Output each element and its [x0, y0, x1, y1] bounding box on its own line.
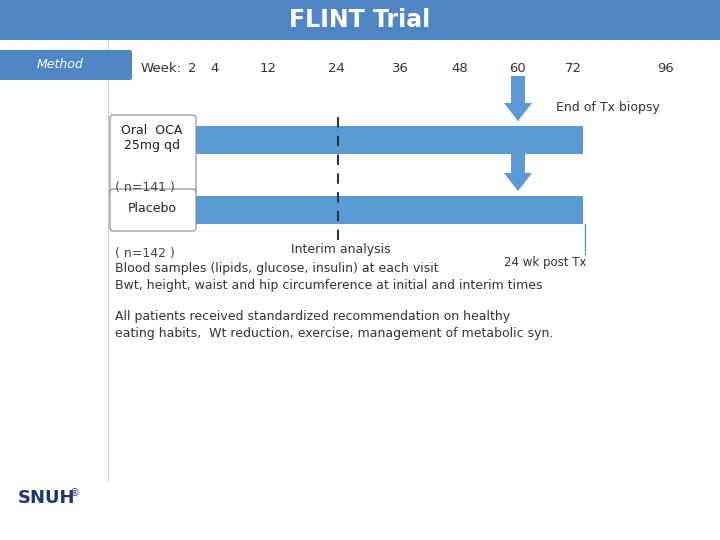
Bar	[0, 0, 720, 40]
Text: ( n=142 ): ( n=142 )	[115, 247, 175, 260]
Text: Week:: Week:	[141, 62, 182, 75]
Text: 48: 48	[451, 62, 469, 75]
Text: End of Tx biopsy: End of Tx biopsy	[556, 102, 660, 114]
Text: ®: ®	[70, 488, 80, 498]
Text: ( n=141 ): ( n=141 )	[115, 180, 175, 193]
FancyBboxPatch shape	[110, 189, 196, 231]
Text: Method: Method	[37, 58, 84, 71]
Text: 36: 36	[392, 62, 408, 75]
Text: 72: 72	[564, 62, 582, 75]
Text: 12: 12	[259, 62, 276, 75]
FancyBboxPatch shape	[0, 50, 132, 80]
Text: Blood samples (lipids, glucose, insulin) at each visit: Blood samples (lipids, glucose, insulin)…	[115, 262, 438, 275]
Text: All patients received standardized recommendation on healthy: All patients received standardized recom…	[115, 310, 510, 323]
Text: Bwt, height, waist and hip circumference at initial and interim times: Bwt, height, waist and hip circumference…	[115, 279, 542, 292]
Text: Placebo: Placebo	[127, 202, 176, 215]
Text: 24 wk post Tx: 24 wk post Tx	[505, 256, 587, 269]
Text: FLINT Trial: FLINT Trial	[289, 8, 431, 32]
Polygon shape	[504, 76, 532, 121]
Bar	[195, 196, 583, 224]
Bar	[195, 126, 583, 154]
Text: SNUH: SNUH	[18, 489, 76, 507]
Text: eating habits,  Wt reduction, exercise, management of metabolic syn.: eating habits, Wt reduction, exercise, m…	[115, 327, 554, 340]
FancyBboxPatch shape	[110, 115, 196, 195]
Text: 4: 4	[211, 62, 219, 75]
Text: 24: 24	[328, 62, 344, 75]
Text: 2: 2	[188, 62, 197, 75]
Text: Interim analysis: Interim analysis	[291, 243, 391, 256]
Polygon shape	[504, 146, 532, 191]
Text: Oral  OCA: Oral OCA	[121, 124, 183, 137]
Text: 96: 96	[657, 62, 673, 75]
Text: 25mg qd: 25mg qd	[124, 138, 180, 152]
Text: 60: 60	[510, 62, 526, 75]
